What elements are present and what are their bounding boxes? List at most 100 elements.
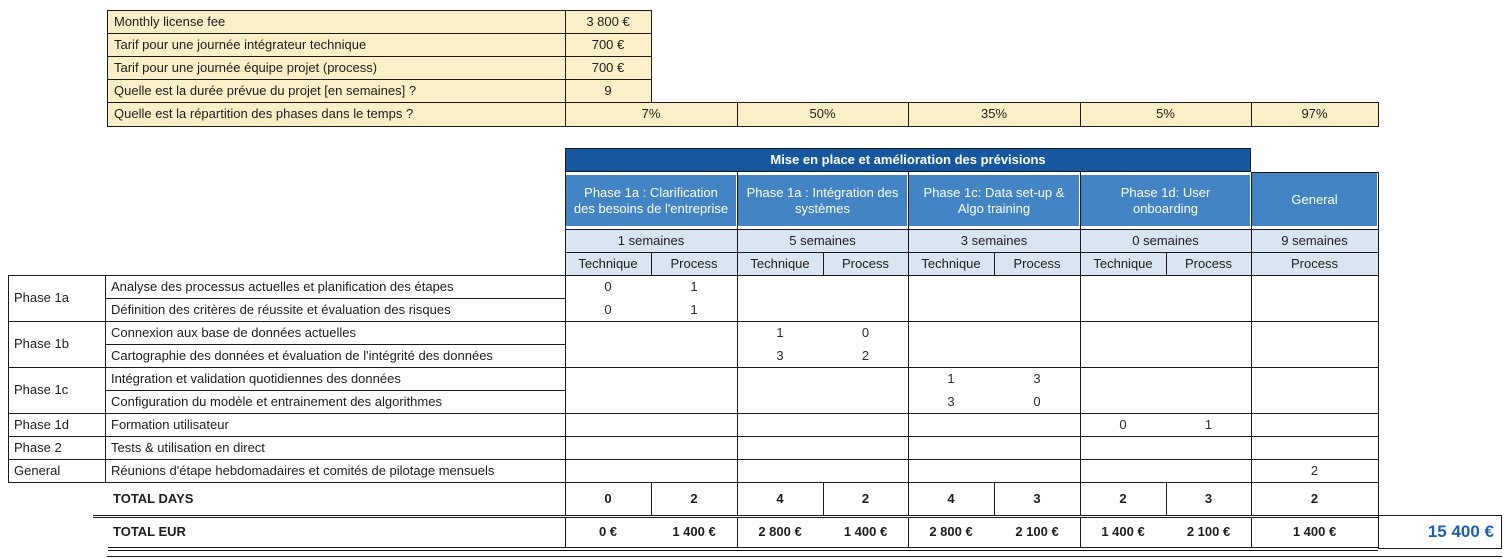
weeks-cell: 0 semaines [1132, 233, 1199, 248]
data-cell[interactable] [565, 367, 651, 390]
data-cell[interactable] [908, 275, 994, 298]
data-cell[interactable] [1166, 344, 1251, 367]
data-cell[interactable] [1080, 459, 1166, 482]
data-cell[interactable] [651, 413, 737, 436]
data-cell[interactable] [565, 321, 651, 344]
data-cell[interactable] [908, 436, 994, 459]
data-cell[interactable]: 2 [861, 348, 870, 363]
repartition-pct-cell[interactable]: 50% [809, 106, 836, 121]
data-cell[interactable] [823, 298, 908, 321]
data-cell[interactable] [651, 367, 737, 390]
data-cell[interactable] [1251, 390, 1378, 413]
data-cell[interactable] [994, 298, 1080, 321]
data-cell[interactable]: 3 [947, 394, 955, 409]
data-cell[interactable] [1166, 321, 1251, 344]
data-cell[interactable]: 3 [776, 348, 784, 363]
data-cell[interactable] [994, 321, 1080, 344]
data-cell[interactable] [1251, 436, 1378, 459]
data-cell[interactable] [994, 436, 1080, 459]
data-cell[interactable] [1251, 298, 1378, 321]
param-value-cell[interactable]: 9 [604, 83, 612, 98]
repartition-pct-cell[interactable]: 35% [980, 106, 1008, 121]
grid-line [565, 517, 566, 547]
data-cell[interactable]: 1 [776, 325, 784, 340]
data-cell[interactable] [651, 344, 737, 367]
data-cell[interactable] [823, 459, 908, 482]
data-cell[interactable] [1080, 390, 1166, 413]
total-days-cell: 2 [1119, 491, 1127, 506]
data-cell[interactable] [1166, 436, 1251, 459]
repartition-pct-cell[interactable]: 7% [641, 106, 661, 121]
data-cell[interactable] [1080, 344, 1166, 367]
data-cell[interactable] [1166, 367, 1251, 390]
phase-group-label: Phase 1a [14, 290, 69, 305]
data-cell[interactable] [823, 367, 908, 390]
grid-line [908, 482, 909, 515]
data-cell[interactable] [994, 413, 1080, 436]
data-cell[interactable]: 1 [1204, 417, 1213, 432]
data-cell[interactable] [651, 436, 737, 459]
data-cell[interactable] [1251, 275, 1378, 298]
data-cell[interactable]: 0 [1119, 417, 1127, 432]
data-cell[interactable] [823, 390, 908, 413]
param-label: Tarif pour une journée équipe projet (pr… [114, 60, 378, 75]
data-cell[interactable] [565, 436, 651, 459]
data-cell[interactable]: 0 [1033, 394, 1041, 409]
repartition-pct-cell[interactable]: 5% [1156, 106, 1175, 121]
data-cell[interactable] [908, 413, 994, 436]
data-cell[interactable] [908, 344, 994, 367]
data-cell[interactable] [737, 298, 823, 321]
data-cell[interactable] [994, 344, 1080, 367]
data-cell[interactable]: 1 [947, 371, 955, 386]
data-cell[interactable] [823, 436, 908, 459]
data-cell[interactable] [737, 436, 823, 459]
data-cell[interactable] [1251, 367, 1378, 390]
param-value-cell[interactable]: 700 € [591, 60, 625, 75]
data-cell[interactable] [737, 413, 823, 436]
data-cell[interactable]: 0 [861, 325, 870, 340]
grid-line [1378, 275, 1379, 482]
data-cell[interactable]: 0 [604, 302, 612, 317]
data-cell[interactable]: 0 [604, 279, 612, 294]
param-value-cell[interactable]: 700 € [591, 37, 625, 52]
repartition-pct-cell[interactable]: 97% [1301, 106, 1328, 121]
data-cell[interactable] [1080, 275, 1166, 298]
data-cell[interactable] [994, 275, 1080, 298]
data-cell[interactable] [565, 390, 651, 413]
data-cell[interactable] [565, 459, 651, 482]
data-cell[interactable] [1080, 321, 1166, 344]
data-cell[interactable] [908, 298, 994, 321]
data-cell[interactable] [565, 344, 651, 367]
grid-line [1378, 102, 1379, 126]
data-cell[interactable] [908, 459, 994, 482]
data-cell[interactable] [737, 390, 823, 413]
data-cell[interactable] [1251, 344, 1378, 367]
data-cell[interactable] [1166, 390, 1251, 413]
data-cell[interactable] [823, 275, 908, 298]
data-cell[interactable] [651, 459, 737, 482]
data-cell[interactable]: 3 [1033, 371, 1041, 386]
total-eur-cell: 2 100 € [1015, 524, 1059, 539]
data-cell[interactable] [908, 321, 994, 344]
data-cell[interactable] [651, 390, 737, 413]
data-cell[interactable] [1080, 298, 1166, 321]
data-cell[interactable] [1251, 321, 1378, 344]
data-cell[interactable] [1166, 459, 1251, 482]
data-cell[interactable] [1251, 413, 1378, 436]
data-cell[interactable]: 2 [1310, 463, 1319, 478]
data-cell[interactable] [565, 413, 651, 436]
data-cell[interactable] [1080, 367, 1166, 390]
data-cell[interactable] [737, 275, 823, 298]
data-cell[interactable] [737, 459, 823, 482]
data-cell[interactable] [737, 367, 823, 390]
data-cell[interactable]: 1 [690, 279, 698, 294]
param-value-cell[interactable]: 3 800 € [586, 14, 630, 29]
data-cell[interactable] [1166, 275, 1251, 298]
data-cell[interactable] [1080, 436, 1166, 459]
data-cell[interactable] [651, 321, 737, 344]
phase-header-cell: General [1252, 173, 1377, 226]
data-cell[interactable] [823, 413, 908, 436]
data-cell[interactable] [994, 459, 1080, 482]
data-cell[interactable] [1166, 298, 1251, 321]
data-cell[interactable]: 1 [690, 302, 698, 317]
